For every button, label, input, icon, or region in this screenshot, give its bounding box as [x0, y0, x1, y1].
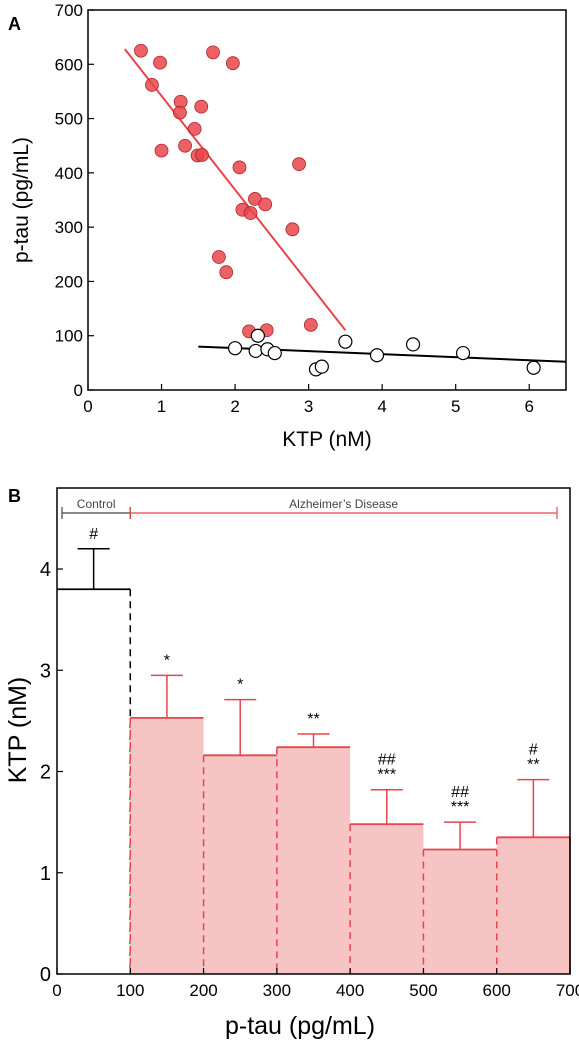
panel-a-label: A: [8, 14, 21, 34]
panel-b-group-brackets: Control Alzheimer’s Disease: [61, 497, 558, 519]
panel-a: A 0 1 2 3 4 5 6 0 100 200 300 400 500 600 700 KTP (nM…: [8, 1, 567, 451]
ad-data-point: [173, 105, 187, 120]
x-tick-label: 1: [157, 397, 166, 416]
ad-data-point: [219, 265, 234, 280]
panel-a-points: [134, 43, 541, 377]
y-tick-label: 200: [55, 272, 83, 291]
panel-b-y-axis-label: KTP (nM): [4, 677, 32, 784]
control-data-point: [405, 337, 421, 352]
ad-data-point: [134, 43, 148, 58]
ad-data-point: [154, 143, 169, 158]
y-tick-label: 400: [55, 164, 83, 183]
ad-data-point: [153, 55, 167, 70]
ad-data-point: [285, 222, 300, 237]
x-tick-label: 300: [263, 981, 291, 1000]
histogram-bar: [276, 747, 351, 974]
x-tick-label: 5: [451, 397, 460, 416]
x-tick-label: 500: [409, 981, 437, 1000]
histogram-bar: [57, 589, 131, 974]
y-tick-label: 700: [55, 1, 83, 20]
control-data-point: [267, 345, 282, 361]
ad-fit-line: [123, 48, 347, 331]
y-tick-label: 600: [55, 55, 83, 74]
panel-b-label: B: [8, 486, 21, 506]
ad-data-point: [194, 99, 209, 114]
control-data-point: [338, 334, 353, 349]
x-tick-label: 100: [116, 981, 144, 1000]
y-tick-label: 1: [40, 863, 51, 885]
histogram-bar: [350, 824, 424, 974]
significance-mark: #: [89, 526, 98, 543]
x-tick-label: 4: [377, 397, 386, 416]
x-tick-label: 6: [524, 397, 533, 416]
y-tick-label: 100: [55, 327, 83, 346]
histogram-bar: [423, 849, 497, 974]
y-tick-label: 3: [40, 660, 51, 682]
ad-data-point: [178, 138, 192, 153]
panel-b: B Control Alzheimer’s Disease #****##***#…: [4, 486, 579, 1040]
ad-data-point: [225, 56, 240, 71]
y-tick-label: 0: [74, 381, 83, 400]
panel-b-x-ticks: 0 100 200 300 400 500 600 700: [52, 968, 579, 1000]
histogram-bar: [496, 837, 570, 974]
control-data-point: [314, 359, 329, 374]
significance-mark: #: [529, 742, 538, 759]
ad-data-point: [211, 250, 226, 264]
significance-mark: ##: [451, 784, 469, 801]
histogram-bar: [203, 755, 277, 974]
y-tick-label: 0: [40, 964, 51, 986]
panel-b-y-ticks: 0 1 2 3 4: [40, 559, 63, 986]
panel-a-fit-lines: [123, 48, 567, 363]
panel-b-frame: [56, 487, 571, 975]
x-tick-label: 0: [83, 397, 92, 416]
significance-mark: *: [237, 677, 243, 694]
control-data-point: [369, 348, 385, 363]
group-label: Alzheimer’s Disease: [289, 497, 398, 511]
significance-mark: **: [527, 757, 539, 774]
y-tick-label: 500: [55, 110, 83, 129]
x-tick-label: 2: [230, 397, 239, 416]
ad-data-point: [145, 78, 159, 92]
control-data-point: [227, 341, 243, 356]
control-data-point: [248, 343, 263, 359]
significance-mark: ##: [378, 752, 396, 769]
x-tick-label: 3: [304, 397, 313, 416]
significance-mark: *: [164, 652, 170, 669]
x-tick-label: 400: [336, 981, 364, 1000]
x-tick-label: 600: [483, 981, 511, 1000]
panel-b-x-axis-label: p-tau (pg/mL): [225, 1012, 375, 1040]
ad-data-point: [292, 157, 306, 172]
y-tick-label: 2: [40, 762, 51, 784]
significance-mark: **: [307, 711, 319, 728]
control-data-point: [455, 345, 471, 361]
histogram-bar: [130, 717, 204, 974]
group-label: Control: [77, 497, 116, 511]
x-tick-label: 0: [52, 981, 61, 1000]
ad-data-point: [206, 45, 220, 60]
y-tick-label: 300: [55, 218, 83, 237]
ad-data-point: [303, 317, 318, 332]
panel-a-y-ticks: 0 100 200 300 400 500 600 700: [55, 1, 94, 400]
ad-data-point: [187, 121, 202, 136]
y-tick-label: 4: [40, 559, 51, 581]
ad-data-point: [232, 160, 247, 175]
x-tick-label: 200: [189, 981, 217, 1000]
ad-data-point: [195, 148, 209, 162]
ad-data-point: [258, 197, 273, 212]
panel-a-x-axis-label: KTP (nM): [282, 428, 371, 451]
control-data-point: [250, 328, 265, 343]
panel-a-frame: [87, 9, 567, 391]
ad-data-point: [243, 206, 258, 220]
panel-a-x-ticks: 0 1 2 3 4 5 6: [83, 384, 534, 416]
panel-a-y-axis-label: p-tau (pg/mL): [10, 137, 33, 263]
significance-mark: ***: [451, 799, 470, 816]
control-data-point: [526, 360, 541, 375]
x-tick-label: 700: [556, 981, 579, 1000]
panel-b-bars: #****##***##***#**: [57, 526, 571, 974]
significance-mark: ***: [377, 767, 396, 784]
